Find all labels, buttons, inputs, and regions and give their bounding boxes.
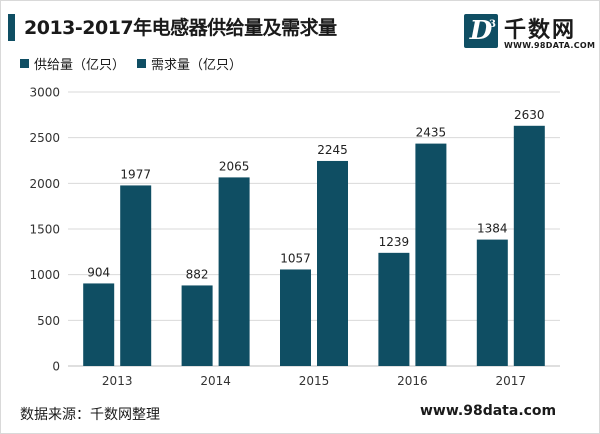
data-source-note: 数据来源：千数网整理	[20, 407, 160, 423]
y-tick-label: 3000	[29, 86, 60, 100]
data-label: 882	[186, 267, 209, 281]
bar-demand	[513, 125, 545, 366]
legend: 供给量（亿只） 需求量（亿只）	[20, 54, 254, 73]
x-tick-label: 2016	[397, 374, 428, 388]
bar-supply	[378, 252, 410, 366]
y-tick-label: 2500	[29, 131, 60, 145]
y-tick-label: 1500	[29, 223, 60, 237]
legend-item-demand: 需求量（亿只）	[137, 54, 242, 73]
bar-supply	[83, 283, 115, 366]
bar-demand	[120, 185, 152, 366]
x-tick-label: 2013	[102, 374, 133, 388]
logo-mark-sup: 3	[489, 19, 496, 30]
legend-swatch-supply	[20, 59, 29, 68]
logo-name: 千数网	[504, 18, 577, 43]
legend-item-supply: 供给量（亿只）	[20, 54, 125, 73]
data-label: 2065	[219, 159, 250, 173]
y-tick-label: 500	[37, 314, 60, 328]
chart-title: 2013-2017年电感器供给量及需求量	[24, 17, 337, 39]
data-label: 904	[87, 265, 110, 279]
y-tick-label: 1000	[29, 268, 60, 282]
bar-demand	[415, 143, 447, 366]
logo-mark-letter: D	[469, 16, 493, 46]
bar-demand	[218, 177, 250, 366]
x-tick-label: 2014	[200, 374, 231, 388]
y-tick-label: 0	[52, 360, 60, 374]
bar-supply	[181, 285, 213, 366]
data-label: 2435	[416, 126, 447, 140]
data-label: 1057	[280, 251, 311, 265]
legend-label-supply: 供给量（亿只）	[34, 58, 126, 73]
title-accent-bar	[8, 14, 15, 41]
data-label: 1977	[120, 167, 151, 181]
site-url: www.98data.com	[420, 403, 557, 419]
legend-swatch-demand	[137, 59, 147, 68]
x-tick-label: 2017	[496, 374, 527, 388]
legend-label-demand: 需求量（亿只）	[151, 58, 243, 73]
y-tick-label: 2000	[29, 177, 60, 191]
bar-demand	[317, 160, 348, 366]
data-label: 1384	[477, 222, 508, 236]
data-label: 2245	[317, 143, 348, 157]
bar-supply	[280, 269, 311, 366]
logo-domain: WWW.98DATA.COM	[504, 41, 596, 50]
data-label: 2630	[514, 108, 545, 122]
data-label: 1239	[379, 235, 410, 249]
bar-supply	[476, 239, 508, 366]
x-tick-label: 2015	[299, 374, 330, 388]
